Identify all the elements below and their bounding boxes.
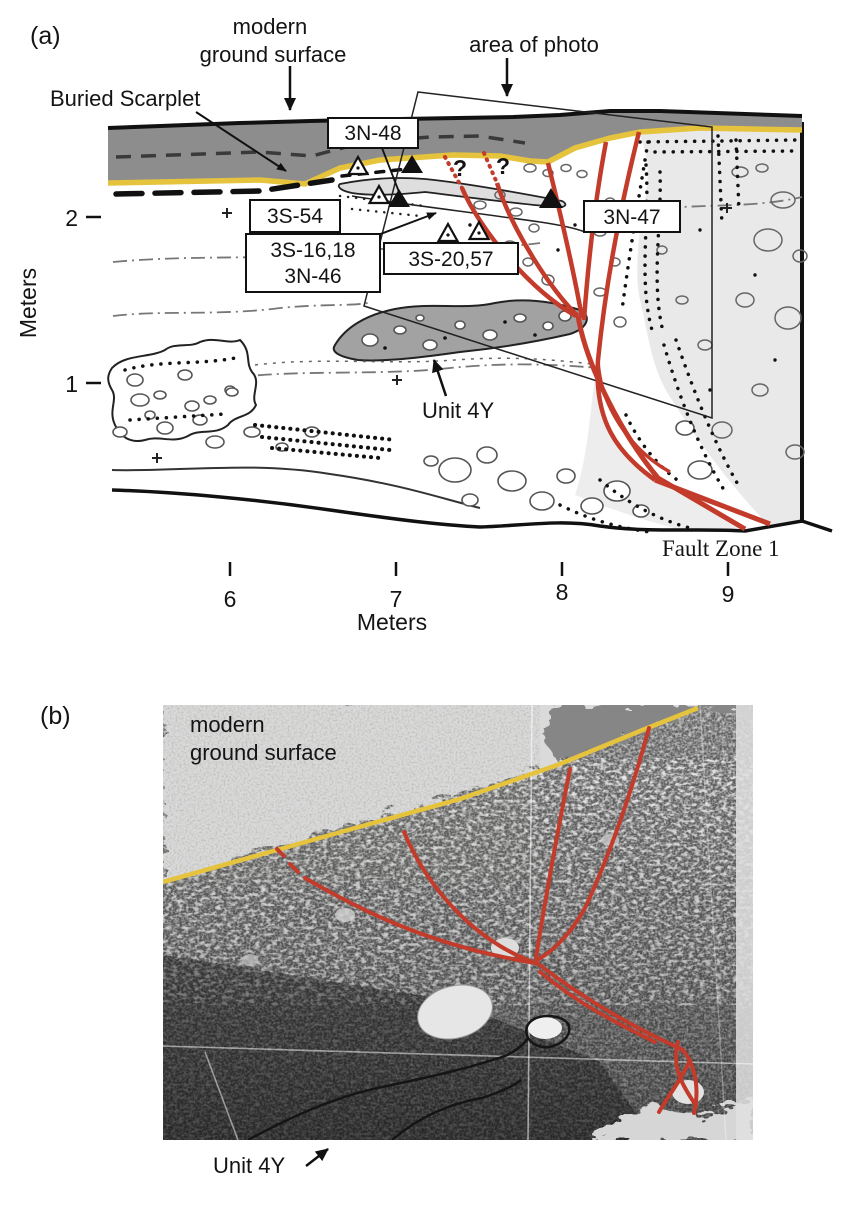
photo-image: modern ground surface: [163, 705, 753, 1140]
sample-label-text: 3S-20,57: [408, 248, 493, 271]
x-tick-label: 7: [390, 586, 403, 612]
label-line: modern: [233, 14, 308, 39]
unit-4y-label: Unit 4Y: [422, 398, 494, 423]
trench-floor-line: [111, 488, 833, 533]
leader-arrows: [195, 58, 513, 397]
sample-label-3n48: 3N-48: [327, 117, 419, 149]
boulder: [417, 984, 493, 1040]
fault-dotted-query-2: [482, 151, 499, 185]
sample-label-3s16-3n46: 3S-16,18 3N-46: [245, 233, 381, 293]
panel-b-tag: (b): [40, 702, 71, 730]
x-tick-label: 9: [722, 581, 735, 607]
x-tick-label: 6: [224, 586, 237, 612]
unit-4y-clasts: [361, 310, 572, 351]
photo-unit-4y-arrow: [305, 1148, 329, 1167]
photo-unit-4y-label: Unit 4Y: [213, 1153, 285, 1178]
sample-label-text: 3S-54: [267, 205, 323, 228]
scarplet-dash-row: [113, 177, 335, 197]
area-of-photo-outline: [363, 91, 713, 420]
sample-label-3s20-57: 3S-20,57: [383, 242, 519, 275]
open-triangle-marker: [436, 221, 460, 243]
open-triangle-marker: [367, 183, 391, 205]
left-gravel-body: [107, 338, 258, 442]
panel-a-trench-log: ? ? 3N-48 3S-54 3S-16,18 3N-46 3S-20,57 …: [15, 14, 833, 635]
open-triangle-marker: [346, 154, 370, 176]
label-line: ground surface: [200, 42, 347, 67]
x-axis-title: Meters: [357, 609, 427, 635]
sample-label-3n47: 3N-47: [583, 200, 681, 233]
photo-modern-ground-surface-label: modern ground surface: [190, 712, 337, 765]
y-axis-title: Meters: [15, 268, 41, 338]
sample-markers: [346, 154, 563, 243]
gravel-upper-boundary: [111, 466, 481, 509]
buried-scarplet-leader: [195, 111, 287, 172]
y-tick-label: 1: [65, 371, 78, 397]
fault-query-mark: ?: [496, 153, 510, 179]
label-line: modern: [190, 712, 265, 737]
survey-nail-marks: [152, 203, 732, 463]
sample-label-text: 3N-46: [284, 265, 341, 288]
y-axis: Meters 2 1: [15, 205, 101, 397]
fault-dotted-query-1: [443, 155, 464, 190]
unit-4y-lens: [332, 299, 588, 362]
footwall-clasts: [656, 163, 808, 460]
open-triangle-marker: [467, 219, 491, 241]
modern-ground-surface-label: modern ground surface: [200, 14, 347, 67]
sample-3n48-leader: [381, 147, 400, 193]
panel-b-photo: (b): [40, 702, 753, 1178]
photo-fault-traces: [275, 726, 699, 1115]
panel-a-tag: (a): [30, 22, 61, 50]
x-axis: 6 7 8 9 Meters: [224, 562, 735, 635]
y-tick-label: 2: [65, 205, 78, 231]
photo-unit-4y-outline: [247, 1014, 571, 1140]
grass-bottom-right: [590, 1096, 753, 1140]
sample-label-text: 3S-16,18: [270, 239, 355, 262]
fault-traces: [443, 131, 771, 532]
area-of-photo-label: area of photo: [469, 32, 599, 57]
grass-shadow-right: [545, 705, 753, 764]
sample-label-text: 3N-47: [603, 206, 660, 229]
buried-scarplet-label: Buried Scarplet: [50, 86, 200, 111]
filled-triangle-marker: [539, 188, 563, 208]
modern-surface-top-line: [107, 109, 803, 130]
label-line: ground surface: [190, 740, 337, 765]
survey-strings: [163, 705, 753, 1140]
sample-label-3s54: 3S-54: [249, 199, 341, 233]
filled-triangle-marker: [388, 189, 410, 207]
sample-label-text: 3N-48: [344, 122, 401, 145]
fault-query-mark: ?: [453, 155, 467, 181]
fault-zone-1-label: Fault Zone 1: [662, 536, 780, 561]
unit-4y-arrow: [432, 359, 448, 397]
x-tick-label: 8: [556, 579, 569, 605]
filled-triangle-marker: [401, 155, 423, 173]
